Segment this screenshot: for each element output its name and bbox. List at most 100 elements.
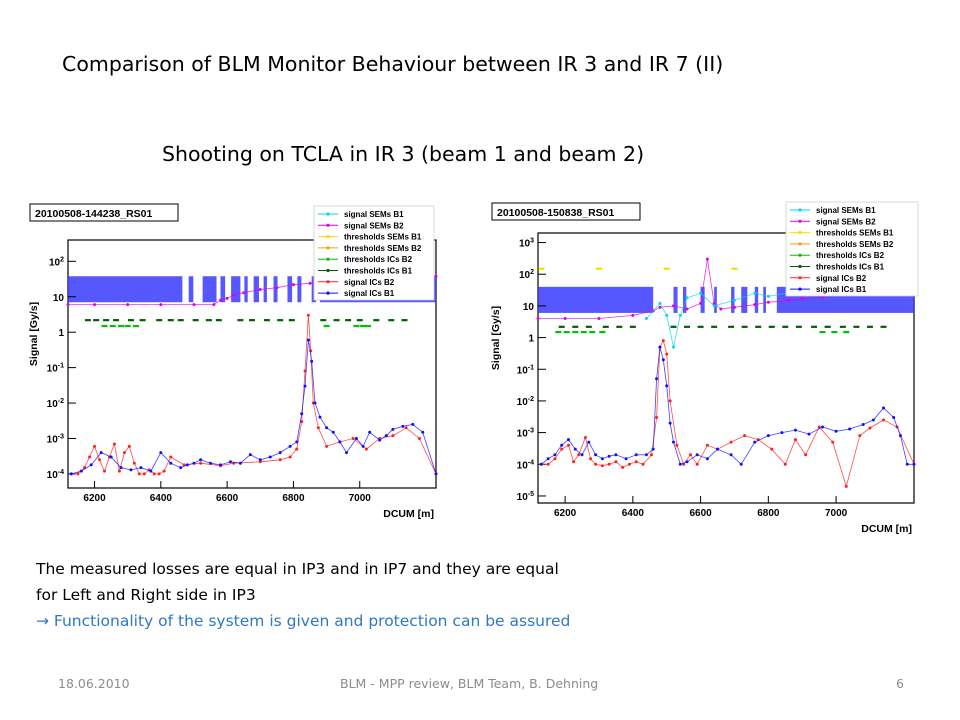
point-signal-sems-b2 (291, 283, 295, 287)
point-signal-ics-b1 (109, 455, 113, 459)
point-signal-sems-b2 (685, 307, 689, 311)
legend-marker (326, 268, 330, 273)
point-thresholds-ics-b2 (599, 330, 606, 334)
point-signal-ics-b1 (644, 453, 648, 457)
legend-marker (798, 242, 802, 246)
point-thresholds-ics-b1 (113, 319, 120, 322)
conclusion-line-2: for Left and Right side in IP3 (36, 586, 256, 604)
point-signal-ics-b2 (634, 460, 638, 464)
point-signal-ics-b1 (553, 453, 557, 457)
point-signal-ics-b1 (228, 460, 232, 464)
point-signal-sems-b2 (753, 303, 757, 307)
point-thresholds-ics-b1 (205, 319, 212, 322)
point-signal-ics-b2 (199, 461, 203, 465)
point-signal-ics-b2 (688, 453, 692, 457)
threshold-band-segment (754, 286, 759, 313)
point-signal-sems-b2 (766, 300, 770, 304)
point-signal-sems-b2 (219, 298, 223, 302)
point-signal-sems-b2 (732, 305, 736, 309)
point-thresholds-sems-b1 (595, 267, 602, 270)
point-signal-ics-b1 (258, 458, 262, 462)
point-thresholds-ics-b1 (215, 319, 222, 322)
point-thresholds-ics-b2 (132, 324, 139, 328)
point-signal-sems-b1 (732, 298, 736, 302)
point-thresholds-ics-b1 (156, 319, 163, 322)
point-signal-sems-b2 (192, 303, 196, 307)
point-signal-ics-b1 (378, 438, 382, 442)
point-thresholds-ics-b1 (697, 325, 704, 328)
footer-date: 18.06.2010 (58, 676, 130, 691)
point-signal-ics-b1 (411, 422, 415, 426)
x-tick-label: 7000 (825, 508, 848, 519)
point-signal-ics-b2 (306, 313, 310, 317)
legend-marker (798, 231, 802, 235)
point-signal-ics-b1 (668, 421, 672, 425)
point-signal-ics-b1 (580, 453, 584, 457)
conclusion-text: The measured losses are equal in IP3 and… (36, 556, 570, 634)
point-thresholds-ics-b1 (782, 325, 789, 328)
point-signal-ics-b2 (817, 425, 821, 429)
point-thresholds-ics-b2 (831, 330, 838, 334)
legend-marker (326, 235, 330, 239)
point-signal-ics-b2 (705, 443, 709, 447)
legend-marker (798, 219, 802, 223)
point-signal-sems-b2 (159, 303, 163, 307)
point-thresholds-ics-b1 (572, 325, 579, 328)
point-signal-ics-b1 (99, 451, 103, 455)
legend-label: signal ICs B2 (816, 274, 867, 283)
point-signal-ics-b2 (621, 465, 625, 469)
point-signal-sems-b1 (658, 301, 662, 305)
point-signal-ics-b1 (295, 440, 299, 444)
point-thresholds-ics-b1 (333, 319, 340, 322)
point-signal-ics-b1 (209, 461, 213, 465)
point-thresholds-ics-b2 (843, 330, 850, 334)
threshold-band-segment (297, 276, 302, 303)
point-signal-ics-b1 (807, 432, 811, 436)
legend-label: signal ICs B1 (344, 289, 395, 298)
chart-title: 20100508-150838_RS01 (497, 207, 615, 219)
point-signal-ics-b1 (149, 469, 153, 473)
point-signal-sems-b2 (631, 313, 635, 317)
point-signal-ics-b1 (614, 453, 618, 457)
point-thresholds-ics-b1 (602, 325, 609, 328)
x-tick-label: 6800 (282, 493, 305, 504)
y-tick-label: 10-1 (47, 363, 64, 375)
legend-label: signal SEMs B1 (816, 206, 876, 215)
point-thresholds-ics-b1 (629, 325, 636, 328)
point-signal-ics-b1 (871, 418, 875, 422)
point-signal-ics-b2 (649, 453, 653, 457)
point-signal-sems-b2 (712, 301, 716, 305)
point-signal-ics-b1 (421, 430, 425, 434)
point-thresholds-ics-b1 (616, 325, 623, 328)
point-signal-ics-b1 (780, 431, 784, 435)
point-signal-ics-b1 (401, 424, 405, 428)
point-signal-ics-b1 (361, 444, 365, 448)
point-signal-ics-b1 (607, 454, 611, 458)
point-signal-ics-b2 (417, 436, 421, 440)
x-tick-label: 6800 (757, 508, 780, 519)
point-signal-ics-b1 (716, 447, 720, 451)
threshold-band-segment (673, 286, 678, 313)
point-signal-ics-b1 (179, 466, 183, 470)
legend-marker (326, 257, 330, 261)
point-thresholds-ics-b2 (101, 324, 108, 328)
point-signal-ics-b1 (587, 440, 591, 444)
point-thresholds-ics-b1 (853, 325, 860, 328)
point-signal-sems-b2 (563, 317, 567, 321)
y-tick-label: 10-4 (517, 459, 534, 471)
point-signal-ics-b1 (303, 384, 307, 388)
point-thresholds-ics-b2 (353, 324, 360, 328)
point-signal-ics-b1 (325, 426, 329, 430)
point-thresholds-sems-b1 (731, 267, 738, 270)
point-signal-ics-b1 (159, 451, 163, 455)
legend-label: signal SEMs B2 (816, 217, 876, 226)
point-signal-ics-b1 (300, 412, 304, 416)
chart-title-box (491, 202, 641, 221)
y-tick-label: 102 (519, 269, 534, 281)
point-signal-ics-b1 (665, 384, 669, 388)
y-axis-label: Signal [Gy/s] (490, 306, 502, 370)
legend-label: thresholds SEMs B2 (344, 244, 422, 253)
legend-label: signal ICs B2 (344, 278, 395, 287)
y-tick-label: 1 (58, 328, 64, 339)
point-signal-ics-b1 (566, 438, 570, 442)
